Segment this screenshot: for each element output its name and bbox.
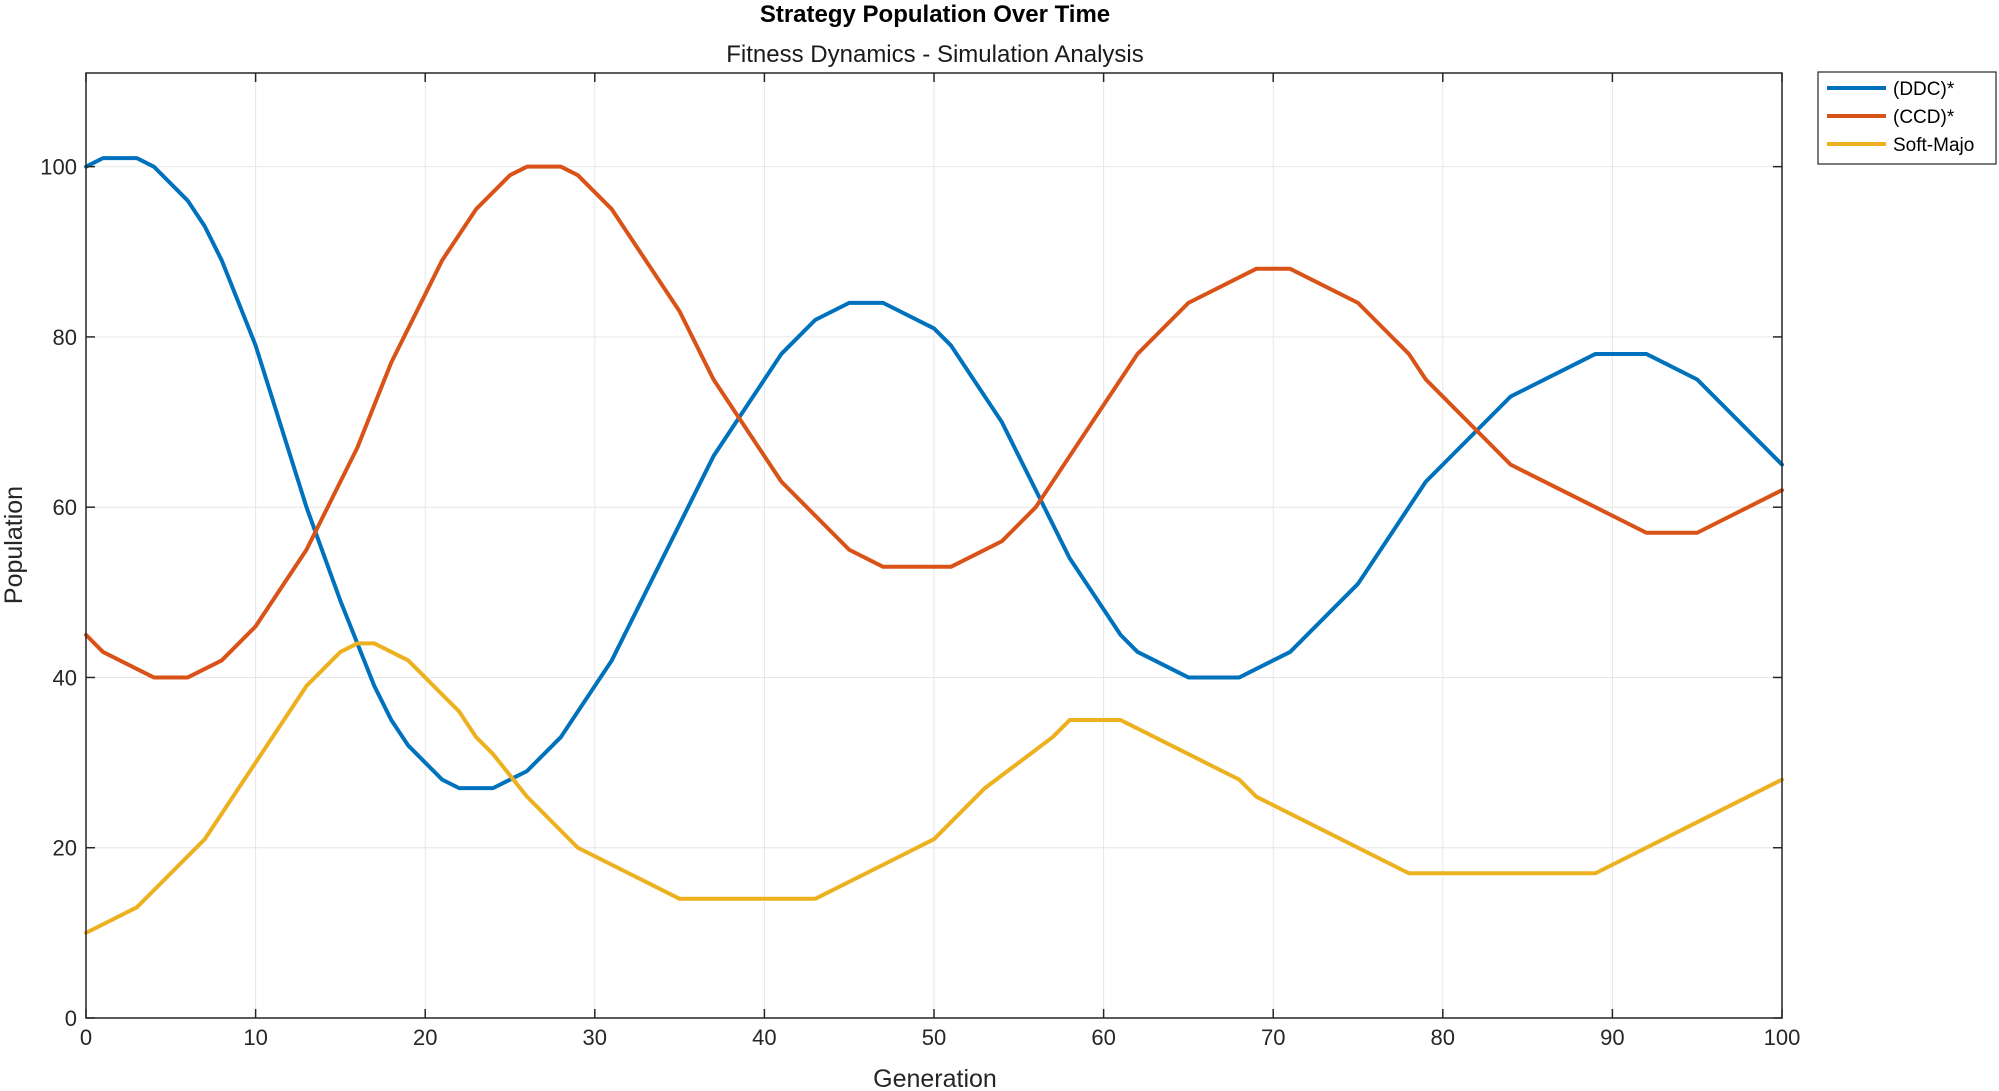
legend: (DDC)* (CCD)* Soft-Majo: [1817, 71, 1997, 165]
y-axis-label: Population: [0, 486, 28, 604]
grid: [85, 73, 1783, 1019]
y-tick-label: 100: [40, 155, 77, 180]
x-tick-label: 40: [752, 1025, 776, 1050]
x-tick-label: 70: [1261, 1025, 1285, 1050]
x-axis-label: Generation: [873, 1065, 997, 1091]
x-tick-label: 20: [413, 1025, 437, 1050]
series-line-0: [84, 156, 1784, 791]
x-tick-label: 50: [922, 1025, 946, 1050]
legend-label-0: (DDC)*: [1893, 79, 1955, 100]
x-tick-label: 60: [1091, 1025, 1115, 1050]
chart-title: Strategy Population Over Time: [760, 1, 1110, 28]
legend-label-1: (CCD)*: [1893, 107, 1955, 128]
y-tick-label: 40: [53, 665, 77, 690]
x-tick-label: 100: [1764, 1025, 1801, 1050]
x-tick-label: 0: [80, 1025, 92, 1050]
axis-ticks: 0 10 20 30 40 50 60 70 80 90 100 0 20 40 60 80 100: [40, 73, 1800, 1050]
x-tick-label: 10: [243, 1025, 267, 1050]
plot-series: [84, 156, 1784, 935]
y-tick-label: 80: [53, 325, 77, 350]
x-tick-label: 90: [1600, 1025, 1624, 1050]
x-tick-label: 80: [1431, 1025, 1455, 1050]
chart-subtitle: Fitness Dynamics - Simulation Analysis: [726, 41, 1143, 68]
y-tick-label: 0: [65, 1006, 77, 1031]
x-tick-label: 30: [583, 1025, 607, 1050]
y-tick-label: 60: [53, 495, 77, 520]
series-line-2: [84, 641, 1784, 935]
legend-label-2: Soft-Majo: [1893, 135, 1974, 156]
series-line-1: [84, 164, 1784, 680]
y-tick-label: 20: [53, 836, 77, 861]
